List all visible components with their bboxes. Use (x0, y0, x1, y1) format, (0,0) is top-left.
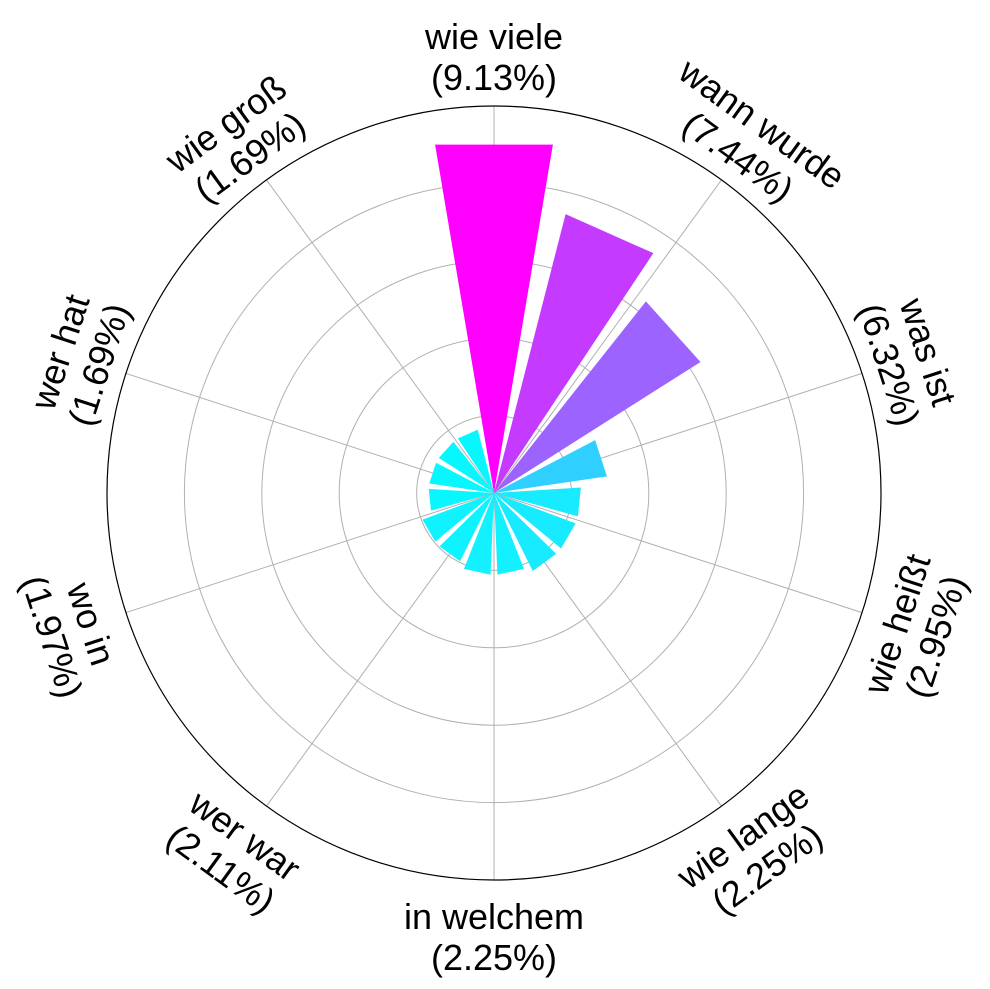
bar-wer-hat (429, 462, 494, 493)
category-label-wie-viele: wie viele(9.13%) (424, 16, 563, 98)
bar-wie-lange (494, 487, 581, 517)
grid-spoke-4 (493, 492, 863, 614)
bar-was-ist (494, 301, 701, 493)
bar-in-welchem (494, 493, 557, 571)
category-percent: (2.25%) (431, 937, 557, 978)
bar-wie-heißt (494, 440, 607, 493)
bar-unlabeled-13 (438, 441, 494, 493)
category-label-in-welchem: in welchem(2.25%) (404, 896, 584, 978)
category-label-wie-groß: wie groß(1.69%) (157, 66, 313, 210)
category-label-wie-heißt: wie heißt(2.95%) (855, 549, 975, 703)
grid-spoke-2 (493, 179, 722, 494)
bar-layer (422, 144, 701, 575)
category-name: in welchem (404, 896, 584, 937)
grid-spoke-10 (266, 179, 495, 494)
category-label-wer-hat: wer hat(1.69%) (22, 289, 138, 430)
bar-wann-wurde (494, 214, 654, 493)
bar-unlabeled-9 (439, 493, 494, 562)
grid-spoke-8 (125, 492, 495, 614)
polar-frame (106, 105, 882, 881)
bar-unlabeled-11 (428, 488, 494, 511)
bar-wer-war (463, 493, 494, 575)
category-label-was-ist: was ist(6.32%) (850, 292, 964, 431)
category-label-wie-lange: wie lange(2.25%) (669, 774, 831, 922)
category-percent: (9.13%) (431, 57, 557, 98)
bar-unlabeled-7 (494, 493, 525, 575)
category-label-wer-war: wer war(2.11%) (159, 781, 308, 921)
grid-spoke-9 (125, 372, 495, 494)
grid-layer (106, 105, 882, 881)
bar-wie-groß (457, 429, 494, 493)
bar-wie-viele (435, 144, 553, 493)
category-name: wie viele (424, 16, 563, 57)
bar-unlabeled-5 (494, 493, 576, 549)
category-label-wo-in: wo in(1.97%) (13, 570, 123, 703)
bar-wo-in (422, 493, 494, 542)
